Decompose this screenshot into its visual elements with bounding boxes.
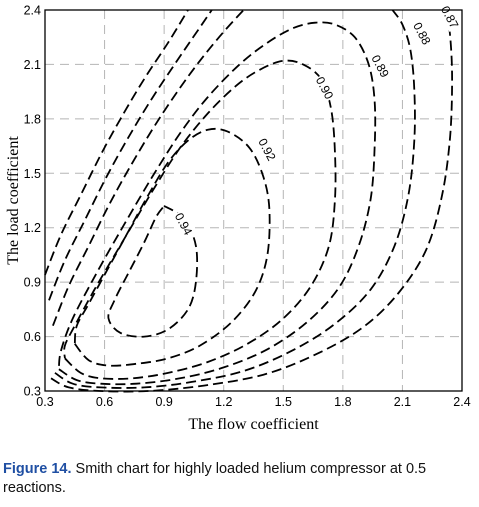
contour-label-background	[312, 73, 337, 103]
y-tick-label: 2.1	[24, 58, 41, 72]
contour-line-unlabeled	[48, 9, 213, 301]
plot-frame	[44, 9, 463, 392]
contour-line-unlabeled	[52, 9, 245, 327]
x-tick-label: 0.3	[36, 395, 53, 409]
grid-lines	[45, 10, 462, 391]
caption-text: Smith chart for highly loaded helium com…	[3, 461, 427, 496]
x-tick-label: 0.6	[96, 395, 113, 409]
y-tick-label: 2.4	[24, 4, 41, 18]
y-tick-label: 1.8	[24, 112, 41, 126]
x-tick-label: 1.8	[334, 395, 351, 409]
contour-line-089	[58, 21, 377, 386]
smith-chart: 0.940.920.900.890.880.87 0.3 0.6 0.9 1.2 1.5…	[5, 2, 471, 433]
contour-line-094	[107, 205, 199, 338]
y-tick-label: 0.6	[24, 330, 41, 344]
y-tick-label: 0.9	[24, 276, 41, 290]
x-tick-label: 1.2	[215, 395, 232, 409]
x-tick-label: 2.4	[453, 395, 470, 409]
contour-line-unlabeled	[44, 9, 189, 276]
y-tick-label: 1.5	[24, 167, 41, 181]
y-tick-label: 0.3	[24, 385, 41, 399]
x-tick-label: 0.9	[155, 395, 172, 409]
figure-caption: Figure 14. Smith chart for highly loaded…	[3, 460, 475, 498]
x-axis-title: The flow coefficient	[188, 416, 319, 433]
contour-line-092	[73, 127, 271, 367]
y-tick-label: 1.2	[24, 221, 41, 235]
contour-label-background	[368, 51, 393, 81]
y-axis-title: The load coefficient	[5, 136, 22, 265]
contour-line-088	[54, 9, 416, 389]
figure-label: Figure 14.	[3, 461, 72, 477]
contour-lines	[44, 9, 454, 393]
tick-labels: 0.3 0.6 0.9 1.2 1.5 1.8 2.1 2.4 0.3 0.6 0.9 1.2 1.5 1…	[24, 4, 471, 410]
contour-label-background	[254, 135, 280, 165]
x-tick-label: 1.5	[275, 395, 292, 409]
contour-labels: 0.940.920.900.890.880.87	[171, 2, 462, 239]
x-tick-label: 2.1	[394, 395, 411, 409]
contour-label-background	[171, 209, 196, 239]
contour-label-background	[409, 19, 435, 49]
